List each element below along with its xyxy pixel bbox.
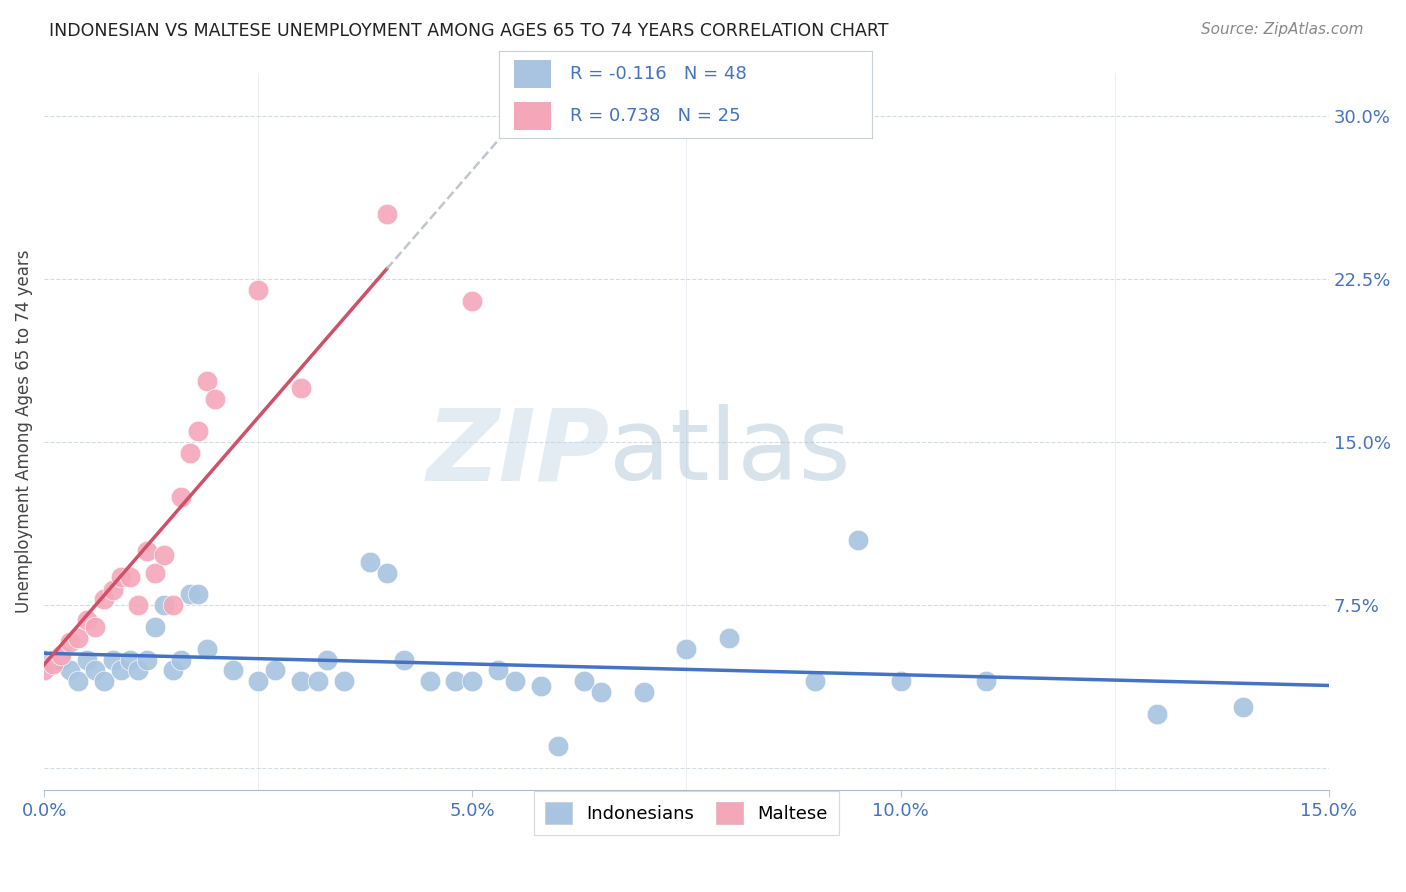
Point: [333, 674, 356, 689]
FancyBboxPatch shape: [515, 102, 551, 129]
Point: [375, 566, 398, 580]
Point: [101, 582, 124, 597]
Point: [315, 652, 337, 666]
Point: [93, 591, 115, 606]
Point: [633, 685, 655, 699]
Point: [290, 381, 312, 395]
Point: [170, 652, 193, 666]
Y-axis label: Unemployment Among Ages 65 to 74 years: Unemployment Among Ages 65 to 74 years: [15, 250, 32, 613]
Point: [204, 392, 226, 406]
Point: [290, 674, 312, 689]
Point: [153, 549, 176, 563]
Point: [145, 566, 167, 580]
Point: [675, 641, 697, 656]
Point: [486, 664, 509, 678]
Point: [187, 425, 209, 439]
Point: [461, 674, 484, 689]
Point: [101, 652, 124, 666]
Point: [162, 599, 184, 613]
Point: [589, 685, 612, 699]
Point: [51, 648, 73, 663]
Point: [145, 620, 167, 634]
Point: [1232, 700, 1254, 714]
Text: atlas: atlas: [609, 404, 851, 501]
Point: [359, 555, 381, 569]
Point: [187, 587, 209, 601]
Point: [118, 570, 141, 584]
Point: [84, 664, 107, 678]
Point: [93, 674, 115, 689]
Point: [32, 664, 55, 678]
Text: ZIP: ZIP: [426, 404, 609, 501]
Point: [76, 614, 98, 628]
Point: [530, 679, 553, 693]
Point: [846, 533, 869, 547]
Point: [170, 490, 193, 504]
Text: Source: ZipAtlas.com: Source: ZipAtlas.com: [1201, 22, 1364, 37]
Point: [135, 544, 157, 558]
Text: R = -0.116   N = 48: R = -0.116 N = 48: [569, 64, 747, 83]
Point: [67, 631, 90, 645]
Point: [264, 664, 287, 678]
Point: [59, 635, 82, 649]
Point: [110, 570, 132, 584]
Point: [392, 652, 415, 666]
Point: [804, 674, 827, 689]
Point: [375, 207, 398, 221]
Point: [84, 620, 107, 634]
Point: [135, 652, 157, 666]
Point: [1146, 706, 1168, 721]
Point: [41, 657, 63, 671]
Point: [307, 674, 329, 689]
Text: R = 0.738   N = 25: R = 0.738 N = 25: [569, 106, 741, 125]
Point: [32, 652, 55, 666]
Point: [890, 674, 912, 689]
Point: [718, 631, 741, 645]
Point: [195, 641, 218, 656]
Point: [444, 674, 467, 689]
Point: [418, 674, 440, 689]
Point: [76, 652, 98, 666]
Legend: Indonesians, Maltese: Indonesians, Maltese: [534, 791, 839, 835]
Point: [59, 664, 82, 678]
Point: [974, 674, 997, 689]
Point: [127, 664, 149, 678]
Point: [503, 674, 526, 689]
Point: [247, 283, 270, 297]
Point: [41, 652, 63, 666]
Point: [67, 674, 90, 689]
Point: [247, 674, 270, 689]
Point: [118, 652, 141, 666]
Point: [547, 739, 569, 754]
Point: [179, 587, 201, 601]
Point: [51, 652, 73, 666]
Point: [153, 599, 176, 613]
Point: [195, 375, 218, 389]
Point: [110, 664, 132, 678]
Point: [461, 294, 484, 309]
FancyBboxPatch shape: [515, 60, 551, 87]
Point: [221, 664, 243, 678]
Point: [162, 664, 184, 678]
Point: [572, 674, 595, 689]
Text: INDONESIAN VS MALTESE UNEMPLOYMENT AMONG AGES 65 TO 74 YEARS CORRELATION CHART: INDONESIAN VS MALTESE UNEMPLOYMENT AMONG…: [49, 22, 889, 40]
Point: [179, 446, 201, 460]
Point: [127, 599, 149, 613]
